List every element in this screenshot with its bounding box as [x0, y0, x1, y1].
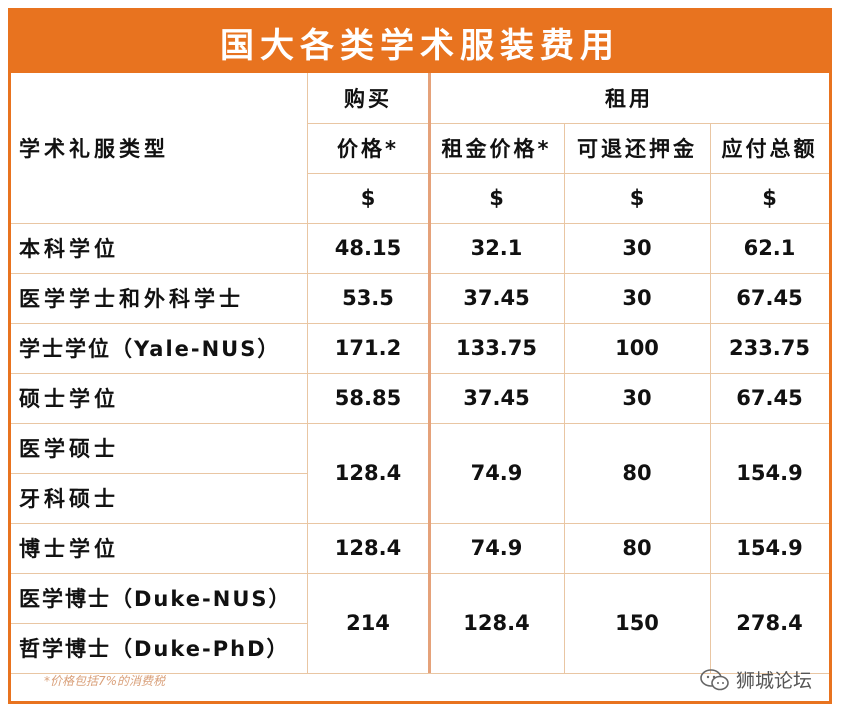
grid-line — [11, 273, 829, 274]
grid-line — [11, 623, 307, 624]
currency-buy: $ — [360, 186, 376, 210]
grid-line — [564, 123, 565, 673]
row-buy: 48.15 — [334, 236, 402, 260]
grid-line — [307, 173, 829, 174]
header-gown-type: 学术礼服类型 — [19, 137, 169, 161]
wechat-icon — [700, 668, 730, 691]
header-rent-price: 租金价格* — [441, 137, 552, 161]
grid-line — [11, 223, 829, 224]
grid-line — [307, 123, 429, 124]
row-rent: 37.45 — [463, 386, 530, 410]
grid-line — [11, 423, 829, 424]
row-total: 154.9 — [736, 461, 803, 485]
footnote: *价格包括7%的消费税 — [44, 674, 166, 688]
grid-line — [11, 323, 829, 324]
row-deposit: 80 — [622, 461, 652, 485]
row-rent: 37.45 — [463, 286, 530, 310]
row-total: 154.9 — [736, 536, 803, 560]
grid-line — [11, 573, 829, 574]
row-deposit: 100 — [615, 336, 659, 360]
header-buy-group: 购买 — [344, 87, 392, 111]
row-rent: 32.1 — [470, 236, 523, 260]
grid-line — [307, 73, 308, 673]
row-label: 学士学位（Yale-NUS） — [19, 337, 281, 361]
row-buy: 128.4 — [334, 461, 402, 485]
row-deposit: 150 — [615, 611, 659, 635]
row-deposit: 80 — [622, 536, 652, 560]
row-label: 硕士学位 — [19, 387, 119, 411]
watermark-text: 狮城论坛 — [736, 670, 813, 692]
row-total: 233.75 — [728, 336, 811, 360]
row-deposit: 30 — [622, 286, 652, 310]
row-label: 哲学博士（Duke-PhD） — [19, 637, 290, 661]
row-buy: 53.5 — [342, 286, 394, 310]
row-label: 医学硕士 — [19, 437, 119, 461]
row-total: 278.4 — [736, 611, 803, 635]
currency-rent: $ — [489, 186, 504, 210]
row-deposit: 30 — [622, 236, 652, 260]
table-title: 国大各类学术服装费用 — [11, 11, 829, 73]
header-deposit: 可退还押金 — [577, 137, 697, 161]
row-label: 博士学位 — [19, 537, 119, 561]
row-label: 牙科硕士 — [19, 487, 119, 511]
row-buy: 171.2 — [334, 336, 402, 360]
row-label: 医学学士和外科学士 — [19, 287, 244, 311]
row-buy: 128.4 — [334, 536, 402, 560]
watermark: 狮城论坛 — [700, 666, 812, 693]
grid-line — [429, 123, 829, 124]
grid-line — [11, 673, 829, 674]
row-rent: 133.75 — [455, 336, 538, 360]
row-rent: 74.9 — [470, 536, 523, 560]
grid-line — [11, 373, 829, 374]
currency-total: $ — [762, 186, 777, 210]
row-total: 62.1 — [743, 236, 796, 260]
header-buy-price: 价格* — [337, 137, 399, 161]
fee-table-frame: 国大各类学术服装费用 学术礼服类型 购买 租用 价格* 租金价格* 可退还押金 … — [8, 8, 832, 704]
row-deposit: 30 — [622, 386, 652, 410]
row-label: 医学博士（Duke-NUS） — [19, 587, 292, 611]
header-total: 应付总额 — [721, 137, 818, 161]
row-buy: 58.85 — [334, 386, 402, 410]
currency-deposit: $ — [629, 186, 645, 210]
row-total: 67.45 — [736, 386, 803, 410]
grid-line — [11, 523, 829, 524]
grid-line — [428, 73, 431, 673]
row-total: 67.45 — [736, 286, 803, 310]
header-rent-group: 租用 — [605, 87, 653, 111]
row-label: 本科学位 — [19, 237, 119, 261]
row-rent: 74.9 — [470, 461, 523, 485]
grid-line — [710, 123, 711, 673]
row-buy: 214 — [346, 611, 390, 635]
row-rent: 128.4 — [463, 611, 530, 635]
grid-line — [11, 473, 307, 474]
